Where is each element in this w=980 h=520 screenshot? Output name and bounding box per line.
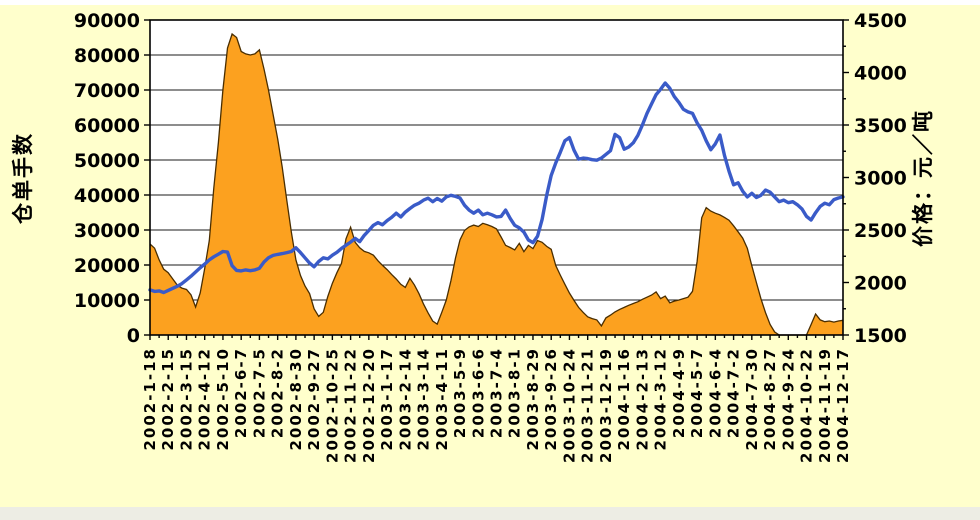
x-axis-tick-label: 2003-11-21 — [579, 347, 597, 463]
left-axis-title: 仓单手数 — [11, 132, 35, 225]
x-axis-tick-label: 2003-8-1 — [506, 347, 524, 438]
x-axis-tick-label: 2004-8-27 — [761, 347, 779, 451]
left-axis-tick-labels: 0 10000 20000 30000 40000 50000 60000 70000 8000… — [74, 10, 140, 347]
left-axis-tick-label: 30000 — [74, 220, 140, 242]
x-axis-tick-label: 2002-5-10 — [214, 347, 232, 451]
x-axis-tick-label: 2003-8-29 — [524, 347, 542, 451]
x-axis-tick-label: 2002-12-20 — [360, 347, 378, 463]
x-axis-tick-label: 2003-10-24 — [560, 347, 578, 463]
x-axis-tick-label: 2002-7-5 — [250, 347, 268, 438]
x-axis-tick-label: 2004-9-24 — [779, 347, 797, 451]
x-axis-tick-label: 2003-3-14 — [415, 347, 433, 451]
bottom-edge-strip — [0, 507, 980, 520]
x-axis-tick-label: 2003-4-11 — [433, 347, 451, 451]
top-edge-strip — [0, 0, 980, 5]
left-axis-tick-label: 40000 — [74, 185, 140, 207]
right-axis-tick-label: 2500 — [854, 220, 907, 242]
x-axis-tick-label: 2004-10-22 — [798, 347, 816, 463]
x-axis-tick-label: 2003-9-26 — [542, 347, 560, 451]
receipts-area-series — [149, 32, 844, 336]
x-axis-tick-label: 2002-2-15 — [159, 347, 177, 451]
x-axis-tick-label: 2003-2-14 — [396, 347, 414, 451]
right-axis-tick-label: 3000 — [854, 168, 907, 190]
x-axis-tick-label: 2002-11-22 — [342, 347, 360, 463]
x-axis-tick-label: 2002-8-2 — [269, 347, 287, 438]
right-axis-tick-label: 3500 — [854, 115, 907, 137]
right-axis-title: 价格：元／吨 — [911, 109, 935, 247]
x-axis-tick-label: 2002-4-12 — [196, 347, 214, 451]
price-line — [148, 81, 845, 295]
x-axis-tick-label: 2002-8-30 — [287, 347, 305, 451]
x-axis-tick-label: 2002-10-25 — [323, 347, 341, 463]
x-axis-tick-label: 2003-7-4 — [488, 347, 506, 438]
x-axis-tick-label: 2002-9-27 — [305, 347, 323, 451]
x-axis-tick-label: 2002-1-18 — [141, 347, 159, 451]
x-axis-tick-label: 2004-1-16 — [615, 347, 633, 451]
right-axis-tick-label: 1500 — [854, 325, 907, 347]
left-axis-tick-label: 50000 — [74, 150, 140, 172]
right-axis-tick-label: 2000 — [854, 273, 907, 295]
left-axis-tick-label: 70000 — [74, 80, 140, 102]
left-axis-tick-label: 60000 — [74, 115, 140, 137]
axis-ticks — [144, 19, 849, 340]
x-axis-tick-label: 2003-12-19 — [597, 347, 615, 463]
left-axis-tick-label: 10000 — [74, 290, 140, 312]
x-axis-tick-label: 2004-6-4 — [706, 347, 724, 438]
x-axis-tick-labels: 2002-1-18 2002-2-15 2002-3-15 2002-4-12 2002… — [141, 347, 852, 463]
x-axis-tick-label: 2004-12-17 — [834, 347, 852, 463]
receipts-area-outline — [149, 32, 844, 336]
x-axis-tick-label: 2003-1-17 — [378, 347, 396, 451]
right-axis-tick-label: 4000 — [854, 63, 907, 85]
x-axis-tick-label: 2003-5-9 — [451, 347, 469, 438]
axis-titles: 仓单手数 价格：元／吨 — [11, 109, 935, 247]
x-axis-tick-label: 2002-6-7 — [232, 347, 250, 438]
x-axis-tick-label: 2002-3-15 — [177, 347, 195, 451]
left-axis-tick-label: 80000 — [74, 45, 140, 67]
left-axis-tick-label: 0 — [127, 325, 140, 347]
x-axis-tick-label: 2004-5-7 — [688, 347, 706, 438]
x-axis-tick-label: 2004-7-2 — [725, 347, 743, 438]
x-axis-tick-label: 2003-6-6 — [469, 347, 487, 438]
x-axis-tick-label: 2004-2-13 — [633, 347, 651, 451]
right-axis-tick-label: 4500 — [854, 10, 907, 32]
left-axis-tick-label: 20000 — [74, 255, 140, 277]
left-axis-tick-label: 90000 — [74, 10, 140, 32]
price-line-series — [148, 81, 845, 295]
right-axis-tick-labels: 1500 2000 2500 3000 3500 4000 4500 — [854, 10, 907, 347]
receipts-area — [150, 34, 843, 335]
x-axis-tick-label: 2004-7-30 — [743, 347, 761, 451]
x-axis-tick-label: 2004-11-19 — [816, 347, 834, 463]
x-axis-tick-label: 2004-4-9 — [670, 347, 688, 438]
x-axis-tick-label: 2004-3-12 — [652, 347, 670, 451]
